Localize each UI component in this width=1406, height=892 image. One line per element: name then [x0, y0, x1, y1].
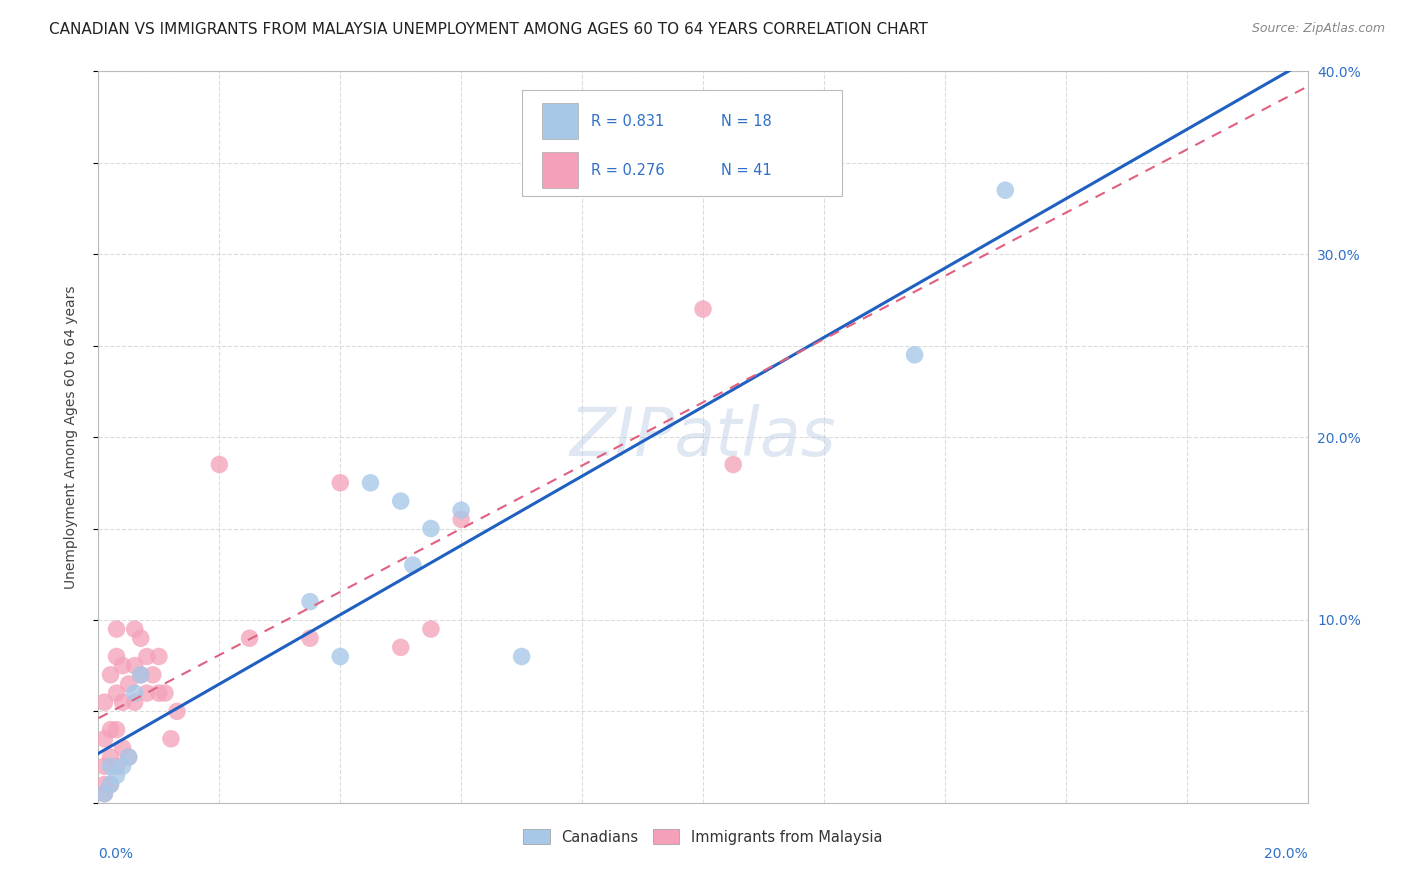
Point — [360, 475, 382, 490]
Point — [166, 705, 188, 719]
Point — [100, 750, 122, 764]
Point — [329, 475, 352, 490]
Point — [111, 695, 134, 709]
Text: 20.0%: 20.0% — [1264, 847, 1308, 861]
Point — [299, 632, 322, 646]
Point — [100, 778, 122, 792]
Point — [111, 658, 134, 673]
FancyBboxPatch shape — [543, 103, 578, 139]
Point — [135, 686, 157, 700]
Point — [153, 686, 176, 700]
Point — [105, 768, 128, 782]
Point — [93, 787, 115, 801]
Point — [93, 731, 115, 746]
Point — [124, 622, 146, 636]
Point — [93, 759, 115, 773]
Point — [420, 622, 443, 636]
FancyBboxPatch shape — [522, 90, 842, 195]
Point — [402, 558, 425, 573]
Text: R = 0.831: R = 0.831 — [591, 113, 664, 128]
Legend: Canadians, Immigrants from Malaysia: Canadians, Immigrants from Malaysia — [517, 823, 889, 850]
Point — [93, 787, 115, 801]
Text: 0.0%: 0.0% — [98, 847, 134, 861]
Text: R = 0.276: R = 0.276 — [591, 162, 664, 178]
Point — [208, 458, 231, 472]
Point — [239, 632, 262, 646]
Point — [124, 658, 146, 673]
Text: N = 41: N = 41 — [721, 162, 772, 178]
Y-axis label: Unemployment Among Ages 60 to 64 years: Unemployment Among Ages 60 to 64 years — [63, 285, 77, 589]
Point — [135, 649, 157, 664]
Point — [129, 632, 152, 646]
Text: N = 18: N = 18 — [721, 113, 772, 128]
Point — [105, 723, 128, 737]
Point — [124, 695, 146, 709]
Point — [329, 649, 352, 664]
Point — [105, 649, 128, 664]
Text: ZIPatlas: ZIPatlas — [569, 404, 837, 470]
Point — [129, 667, 152, 681]
Point — [450, 503, 472, 517]
Point — [100, 723, 122, 737]
Point — [105, 686, 128, 700]
Point — [111, 759, 134, 773]
FancyBboxPatch shape — [543, 152, 578, 188]
Point — [111, 740, 134, 755]
Point — [510, 649, 533, 664]
Point — [389, 640, 412, 655]
Point — [105, 622, 128, 636]
Point — [124, 686, 146, 700]
Point — [142, 667, 165, 681]
Text: Source: ZipAtlas.com: Source: ZipAtlas.com — [1251, 22, 1385, 36]
Point — [118, 750, 141, 764]
Point — [105, 759, 128, 773]
Point — [148, 686, 170, 700]
Text: CANADIAN VS IMMIGRANTS FROM MALAYSIA UNEMPLOYMENT AMONG AGES 60 TO 64 YEARS CORR: CANADIAN VS IMMIGRANTS FROM MALAYSIA UNE… — [49, 22, 928, 37]
Point — [450, 512, 472, 526]
Point — [723, 458, 745, 472]
Point — [93, 778, 115, 792]
Point — [100, 759, 122, 773]
Point — [100, 667, 122, 681]
Point — [160, 731, 183, 746]
Point — [299, 594, 322, 608]
Point — [100, 778, 122, 792]
Point — [420, 521, 443, 535]
Point — [904, 348, 927, 362]
Point — [148, 649, 170, 664]
Point — [118, 677, 141, 691]
Point — [692, 301, 714, 317]
Point — [994, 183, 1017, 197]
Point — [129, 667, 152, 681]
Point — [118, 750, 141, 764]
Point — [389, 494, 412, 508]
Point — [93, 695, 115, 709]
